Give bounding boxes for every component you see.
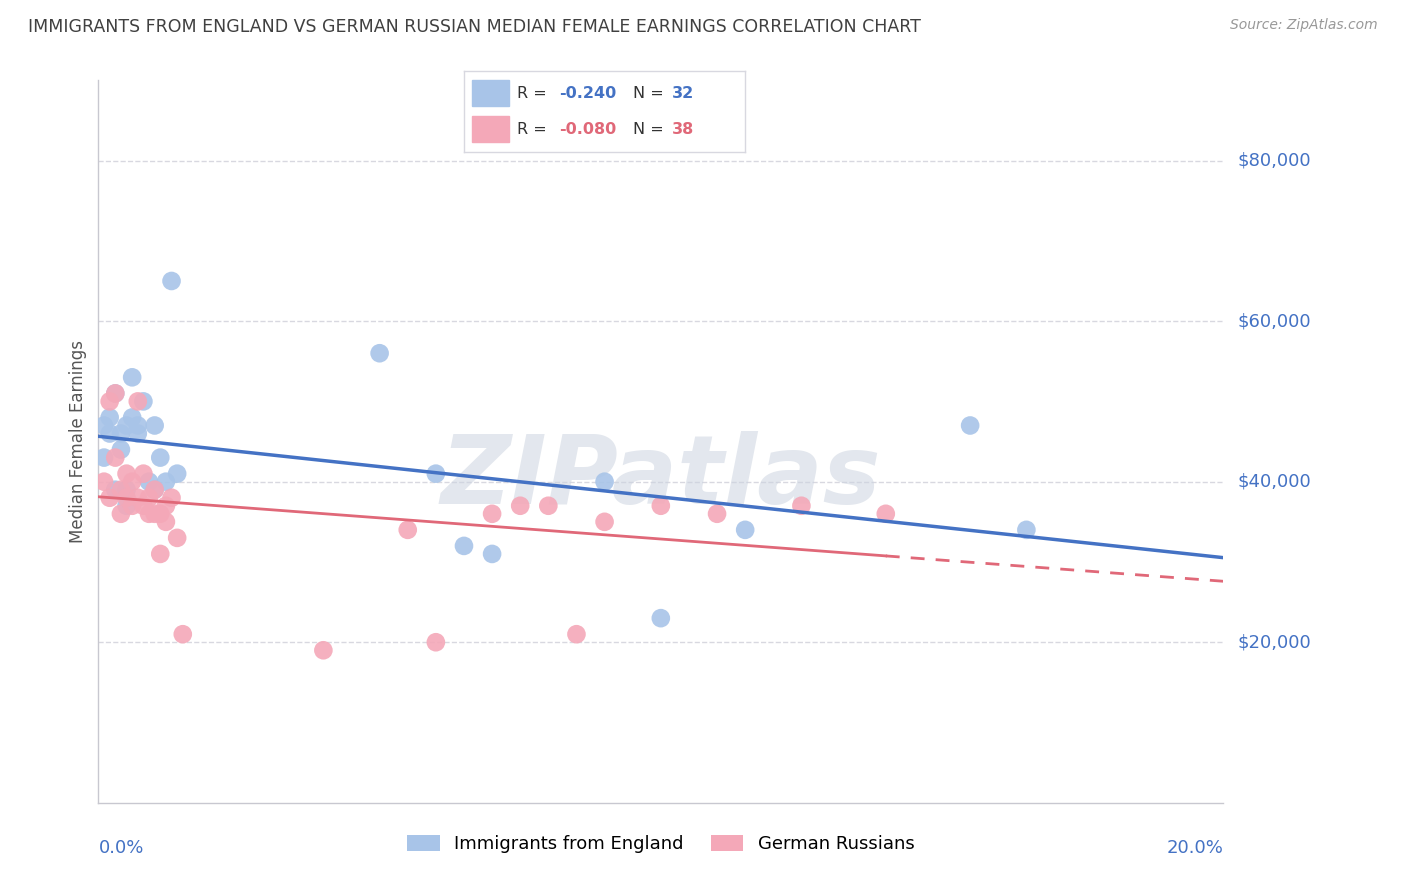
- Point: [1015, 523, 1038, 537]
- Point: [93, 475, 115, 489]
- Point: [110, 483, 132, 497]
- Point: [132, 499, 155, 513]
- Point: [453, 539, 475, 553]
- Point: [368, 346, 391, 360]
- Point: [121, 370, 143, 384]
- Point: [93, 418, 115, 433]
- Point: [127, 418, 149, 433]
- Point: [132, 394, 155, 409]
- Point: [127, 426, 149, 441]
- Text: R =: R =: [517, 86, 553, 101]
- Text: IMMIGRANTS FROM ENGLAND VS GERMAN RUSSIAN MEDIAN FEMALE EARNINGS CORRELATION CHA: IMMIGRANTS FROM ENGLAND VS GERMAN RUSSIA…: [28, 18, 921, 36]
- Point: [98, 491, 121, 505]
- Point: [98, 410, 121, 425]
- Point: [650, 499, 672, 513]
- Point: [115, 491, 138, 505]
- Point: [104, 483, 127, 497]
- Text: N =: N =: [633, 86, 669, 101]
- Text: 38: 38: [672, 121, 695, 136]
- Point: [115, 418, 138, 433]
- Point: [127, 491, 149, 505]
- Text: $60,000: $60,000: [1237, 312, 1310, 330]
- Point: [734, 523, 756, 537]
- Point: [160, 274, 183, 288]
- Point: [650, 611, 672, 625]
- Point: [104, 450, 127, 465]
- Point: [115, 483, 138, 497]
- Point: [425, 467, 447, 481]
- Point: [143, 483, 166, 497]
- Point: [149, 547, 172, 561]
- Point: [155, 475, 177, 489]
- Point: [143, 507, 166, 521]
- Point: [104, 386, 127, 401]
- Text: $80,000: $80,000: [1237, 152, 1310, 169]
- Point: [93, 450, 115, 465]
- Point: [132, 467, 155, 481]
- Point: [115, 467, 138, 481]
- Point: [143, 418, 166, 433]
- Point: [481, 547, 503, 561]
- Text: 32: 32: [672, 86, 695, 101]
- Point: [143, 483, 166, 497]
- Point: [110, 442, 132, 457]
- Point: [104, 386, 127, 401]
- Point: [166, 467, 188, 481]
- Point: [396, 523, 419, 537]
- Point: [127, 394, 149, 409]
- Text: -0.080: -0.080: [560, 121, 617, 136]
- Point: [115, 499, 138, 513]
- Point: [121, 410, 143, 425]
- Point: [593, 475, 616, 489]
- Point: [98, 394, 121, 409]
- Y-axis label: Median Female Earnings: Median Female Earnings: [69, 340, 87, 543]
- Point: [149, 450, 172, 465]
- Point: [790, 499, 813, 513]
- FancyBboxPatch shape: [472, 80, 509, 106]
- Point: [110, 507, 132, 521]
- Point: [425, 635, 447, 649]
- Point: [149, 507, 172, 521]
- Legend: Immigrants from England, German Russians: Immigrants from England, German Russians: [399, 828, 922, 861]
- Text: ZIPatlas: ZIPatlas: [440, 431, 882, 524]
- Point: [121, 499, 143, 513]
- Point: [160, 491, 183, 505]
- Point: [138, 491, 160, 505]
- Text: R =: R =: [517, 121, 553, 136]
- Point: [155, 499, 177, 513]
- Point: [121, 475, 143, 489]
- Point: [509, 499, 531, 513]
- Text: -0.240: -0.240: [560, 86, 617, 101]
- Point: [138, 507, 160, 521]
- Point: [172, 627, 194, 641]
- Point: [959, 418, 981, 433]
- Point: [593, 515, 616, 529]
- Point: [110, 426, 132, 441]
- Point: [312, 643, 335, 657]
- Point: [166, 531, 188, 545]
- Text: 20.0%: 20.0%: [1167, 838, 1223, 857]
- Point: [155, 515, 177, 529]
- Text: Source: ZipAtlas.com: Source: ZipAtlas.com: [1230, 18, 1378, 32]
- Point: [138, 475, 160, 489]
- Point: [537, 499, 560, 513]
- Text: 0.0%: 0.0%: [98, 838, 143, 857]
- Point: [481, 507, 503, 521]
- FancyBboxPatch shape: [472, 116, 509, 142]
- Point: [565, 627, 588, 641]
- Point: [706, 507, 728, 521]
- Text: $20,000: $20,000: [1237, 633, 1310, 651]
- Point: [875, 507, 897, 521]
- Point: [98, 426, 121, 441]
- Text: N =: N =: [633, 121, 669, 136]
- Text: $40,000: $40,000: [1237, 473, 1310, 491]
